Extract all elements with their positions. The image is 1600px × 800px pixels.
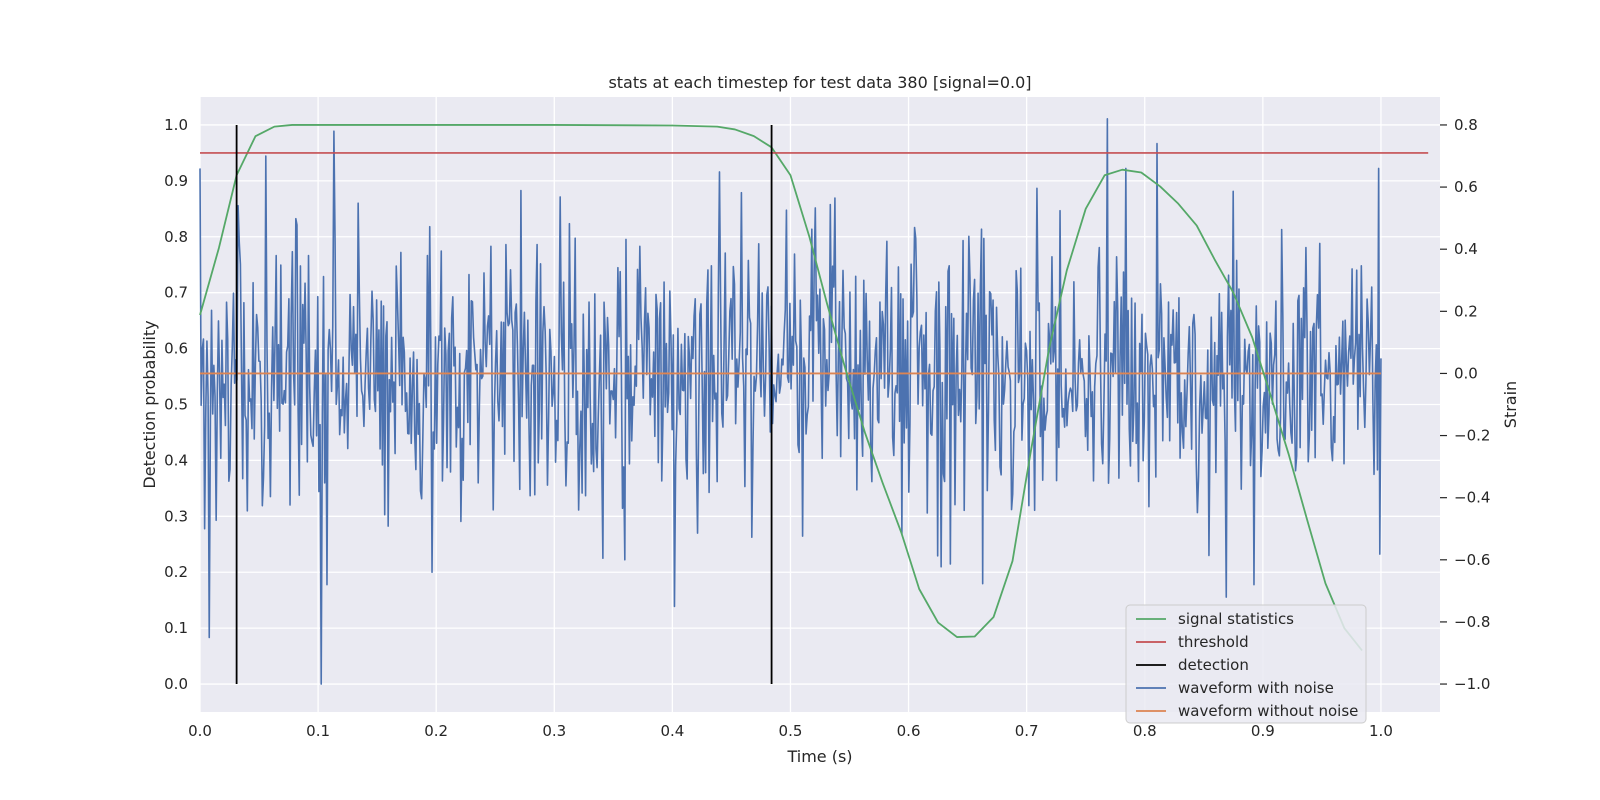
y-tick-label: 0.3 (164, 507, 188, 525)
x-tick-label: 0.2 (424, 722, 448, 740)
x-tick-label: 0.6 (897, 722, 921, 740)
legend-label: detection (1178, 656, 1249, 674)
right-y-tick-label: 0.2 (1454, 302, 1478, 320)
legend-label: signal statistics (1178, 610, 1294, 628)
right-y-tick-label: 0.4 (1454, 240, 1478, 258)
right-y-tick-label: −1.0 (1454, 675, 1490, 693)
y-tick-label: 0.5 (164, 396, 188, 414)
x-axis-title: Time (s) (786, 747, 852, 766)
y-tick-label: 0.2 (164, 563, 188, 581)
x-tick-label: 0.8 (1133, 722, 1157, 740)
x-tick-label: 0.1 (306, 722, 330, 740)
y-tick-label: 0.4 (164, 451, 188, 469)
right-y-tick-label: −0.2 (1454, 427, 1490, 445)
right-y-tick-label: −0.4 (1454, 489, 1490, 507)
y-tick-label: 0.8 (164, 228, 188, 246)
right-y-tick-label: −0.6 (1454, 551, 1490, 569)
y-tick-label: 0.6 (164, 340, 188, 358)
legend-box (1125, 604, 1367, 724)
y-axis-title: Detection probability (140, 320, 159, 488)
chart-title: stats at each timestep for test data 380… (608, 73, 1031, 92)
right-y-tick-label: 0.0 (1454, 364, 1478, 382)
y-tick-label: 0.7 (164, 284, 188, 302)
x-tick-label: 0.3 (542, 722, 566, 740)
x-tick-label: 0.7 (1015, 722, 1039, 740)
legend-label: waveform without noise (1178, 702, 1358, 720)
series-signal-statistics (199, 124, 1363, 652)
right-y-tick-label: 0.8 (1454, 116, 1478, 134)
x-tick-label: 0.5 (779, 722, 803, 740)
legend-label: waveform with noise (1178, 679, 1334, 697)
y-tick-label: 0.0 (164, 675, 188, 693)
y-tick-label: 0.1 (164, 619, 188, 637)
y-tick-label: 0.9 (164, 172, 188, 190)
legend-label: threshold (1178, 633, 1249, 651)
x-tick-label: 0.9 (1251, 722, 1275, 740)
series-waveform-with-noise (199, 117, 1382, 685)
x-tick-label: 0.4 (660, 722, 684, 740)
legend: signal statistics threshold detection wavef… (1125, 604, 1367, 724)
y-tick-label: 1.0 (164, 116, 188, 134)
x-tick-label: 1.0 (1369, 722, 1393, 740)
right-y-axis-title: Strain (1501, 381, 1520, 428)
right-y-tick-label: −0.8 (1454, 613, 1490, 631)
right-y-tick-label: 0.6 (1454, 178, 1478, 196)
x-tick-label: 0.0 (188, 722, 212, 740)
